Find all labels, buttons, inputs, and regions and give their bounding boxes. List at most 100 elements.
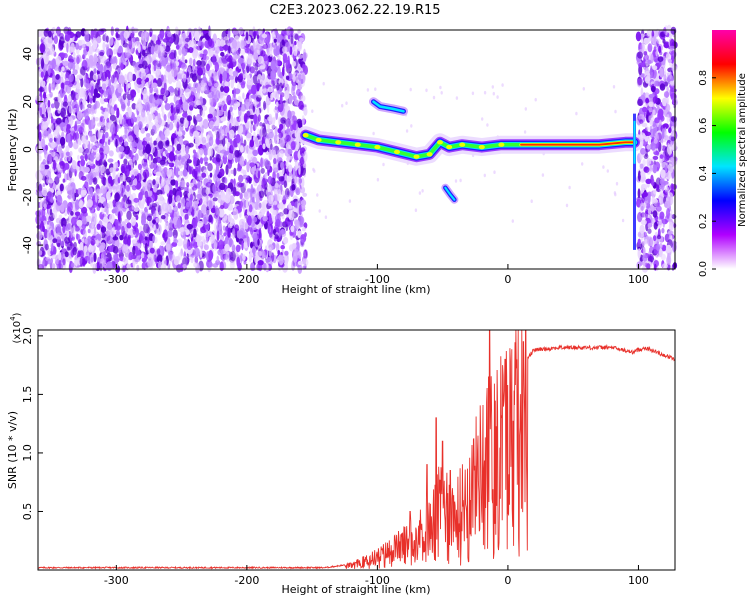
noise-speckle	[160, 60, 167, 67]
noise-speckle	[257, 184, 262, 193]
noise-speckle	[93, 252, 97, 263]
noise-speckle	[76, 111, 83, 121]
noise-speckle	[240, 103, 247, 112]
noise-speckle	[220, 86, 224, 92]
noise-speckle	[141, 217, 146, 226]
noise-speckle	[208, 30, 212, 37]
noise-speckle	[662, 38, 666, 44]
noise-speckle	[74, 199, 80, 211]
noise-speckle	[214, 46, 220, 54]
noise-speckle	[172, 199, 176, 205]
noise-speckle	[239, 49, 246, 55]
noise-speckle	[253, 113, 258, 125]
noise-speckle	[193, 247, 200, 258]
noise-speckle	[152, 235, 156, 242]
noise-speckle	[237, 57, 244, 64]
noise-speckle	[155, 176, 160, 185]
noise-speckle	[126, 210, 132, 221]
noise-speckle	[99, 51, 105, 57]
noise-speckle	[143, 88, 148, 100]
noise-speckle	[174, 137, 179, 147]
noise-speckle	[663, 41, 670, 49]
noise-speckle	[285, 75, 290, 81]
noise-speckle	[76, 219, 83, 227]
noise-speckle	[143, 152, 149, 160]
noise-speckle	[252, 149, 258, 157]
noise-speckle	[106, 261, 113, 271]
noise-speckle	[57, 107, 61, 114]
noise-speckle	[250, 94, 257, 99]
noise-speckle	[281, 190, 285, 196]
noise-speckle	[69, 150, 73, 157]
noise-speckle	[136, 173, 142, 183]
noise-speckle	[179, 263, 184, 272]
noise-speckle	[107, 158, 114, 163]
noise-speckle	[216, 230, 220, 242]
noise-speckle	[90, 257, 94, 263]
noise-speckle	[190, 243, 194, 249]
noise-speckle	[262, 143, 266, 150]
noise-speckle	[95, 153, 100, 161]
noise-speckle	[637, 170, 641, 182]
noise-speckle	[84, 238, 88, 245]
noise-speckle	[108, 84, 115, 95]
noise-speckle	[188, 165, 192, 175]
noise-speckle	[96, 261, 100, 271]
noise-speckle	[303, 52, 307, 62]
noise-speckle	[58, 214, 63, 220]
noise-speckle	[662, 218, 666, 228]
noise-speckle	[56, 224, 62, 236]
noise-speckle	[70, 90, 75, 101]
noise-speckle	[110, 56, 117, 65]
noise-speckle	[227, 109, 231, 121]
noise-speckle	[70, 211, 74, 216]
noise-speckle	[293, 99, 300, 106]
noise-speckle	[164, 184, 170, 194]
noise-speckle	[115, 138, 118, 148]
noise-speckle	[182, 168, 188, 177]
noise-speckle	[145, 77, 149, 83]
noise-speckle	[244, 179, 248, 189]
noise-speckle	[75, 63, 79, 71]
noise-speckle	[93, 53, 98, 65]
noise-speckle	[78, 126, 84, 134]
noise-speckle	[279, 201, 284, 210]
noise-speckle	[232, 98, 238, 104]
noise-speckle	[97, 78, 101, 90]
noise-speckle	[647, 43, 653, 53]
noise-speckle	[107, 103, 113, 114]
noise-speckle	[157, 193, 164, 205]
noise-speckle	[214, 190, 219, 197]
noise-speckle	[267, 103, 270, 114]
noise-speckle	[669, 80, 676, 85]
noise-speckle	[37, 264, 45, 270]
figure-title: C2E3.2023.062.22.19.R15	[269, 3, 440, 18]
noise-speckle	[76, 82, 81, 90]
noise-speckle	[39, 107, 43, 117]
noise-speckle	[160, 209, 165, 215]
noise-speckle	[105, 46, 110, 56]
noise-speckle	[212, 205, 216, 213]
noise-speckle	[124, 166, 130, 177]
noise-speckle	[99, 245, 105, 253]
noise-speckle	[61, 66, 65, 72]
noise-speckle	[159, 159, 166, 165]
noise-speckle	[192, 58, 196, 67]
noise-speckle	[119, 114, 123, 125]
noise-speckle	[163, 82, 167, 92]
noise-speckle	[288, 170, 293, 182]
noise-speckle	[74, 211, 81, 216]
noise-speckle	[171, 62, 177, 70]
noise-speckle	[129, 193, 133, 201]
noise-speckle	[97, 256, 101, 262]
noise-speckle	[290, 123, 294, 132]
noise-speckle	[101, 71, 108, 82]
noise-speckle	[87, 58, 94, 68]
noise-speckle	[47, 99, 51, 108]
noise-speckle	[276, 172, 280, 179]
noise-speckle	[185, 201, 190, 208]
noise-speckle	[189, 101, 195, 107]
noise-speckle	[63, 42, 67, 48]
noise-speckle	[160, 74, 164, 83]
noise-speckle	[223, 36, 229, 41]
